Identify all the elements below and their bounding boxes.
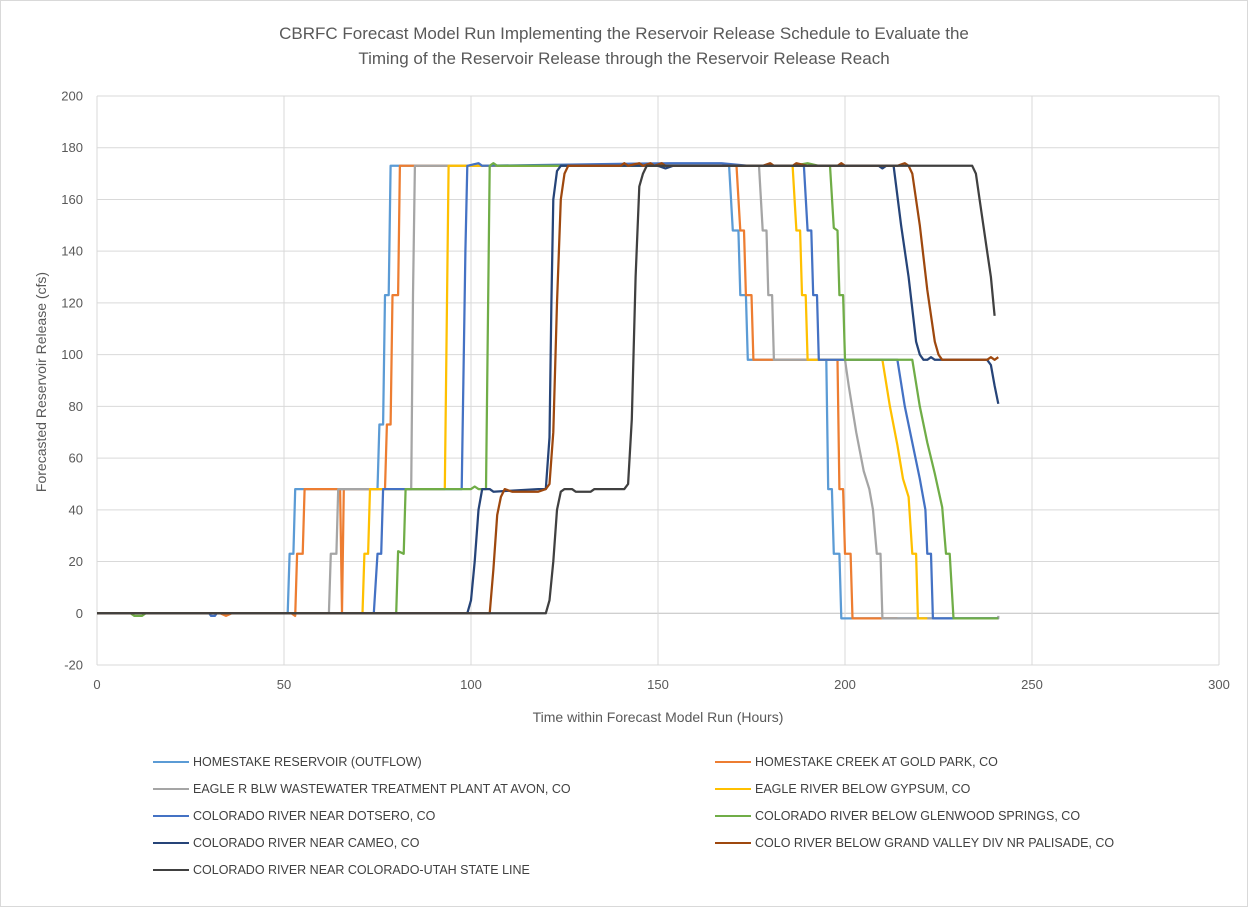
legend-item: HOMESTAKE RESERVOIR (OUTFLOW): [153, 753, 422, 771]
legend-item: COLORADO RIVER NEAR DOTSERO, CO: [153, 807, 435, 825]
y-tick-label: -20: [64, 658, 83, 673]
series-line-1: [97, 164, 999, 620]
chart-title-line-1: CBRFC Forecast Model Run Implementing th…: [279, 24, 969, 43]
series-line-5: [97, 162, 999, 620]
x-tick-label: 200: [834, 677, 856, 692]
chart-title-line-2: Timing of the Reservoir Release through …: [358, 49, 890, 68]
legend-label: COLORADO RIVER NEAR COLORADO-UTAH STATE …: [193, 863, 530, 877]
legend-item: COLORADO RIVER NEAR CAMEO, CO: [153, 834, 419, 852]
legend-item: COLORADO RIVER NEAR COLORADO-UTAH STATE …: [153, 861, 530, 879]
series-line-6: [97, 162, 999, 620]
y-tick-label: 160: [61, 192, 83, 207]
legend-item: EAGLE R BLW WASTEWATER TREATMENT PLANT A…: [153, 780, 571, 798]
series-line-3: [97, 164, 1000, 620]
legend-item: HOMESTAKE CREEK AT GOLD PARK, CO: [715, 753, 998, 771]
legend-item: COLORADO RIVER BELOW GLENWOOD SPRINGS, C…: [715, 807, 1080, 825]
x-tick-label: 100: [460, 677, 482, 692]
legend-swatch: [153, 869, 189, 871]
legend-item: EAGLE RIVER BELOW GYPSUM, CO: [715, 780, 970, 798]
y-tick-label: 40: [69, 502, 83, 517]
legend-swatch: [153, 842, 189, 844]
series-line-4: [97, 164, 928, 620]
legend-swatch: [153, 788, 189, 790]
legend-label: COLORADO RIVER BELOW GLENWOOD SPRINGS, C…: [755, 809, 1081, 823]
legend-swatch: [153, 815, 189, 817]
y-tick-label: 20: [69, 554, 83, 569]
legend-swatch: [715, 842, 751, 844]
x-tick-label: 150: [647, 677, 669, 692]
legend-swatch: [153, 761, 189, 763]
legend-item: COLO RIVER BELOW GRAND VALLEY DIV NR PAL…: [715, 834, 1114, 852]
y-tick-label: 60: [69, 451, 83, 466]
legend-label: COLORADO RIVER NEAR DOTSERO, CO: [193, 809, 436, 823]
series-line-9: [97, 164, 996, 615]
y-tick-label: 180: [61, 140, 83, 155]
legend-swatch: [715, 815, 751, 817]
y-tick-label: 200: [61, 89, 83, 104]
x-tick-label: 250: [1021, 677, 1043, 692]
x-tick-label: 50: [277, 677, 291, 692]
series-line-7: [97, 164, 1000, 615]
y-tick-label: 80: [69, 399, 83, 414]
x-axis-title: Time within Forecast Model Run (Hours): [533, 709, 784, 725]
legend-label: HOMESTAKE RESERVOIR (OUTFLOW): [193, 755, 422, 769]
x-tick-label: 0: [93, 677, 100, 692]
legend-swatch: [715, 761, 751, 763]
y-tick-label: 120: [61, 295, 83, 310]
y-axis-title: Forecasted Reservoir Release (cfs): [33, 272, 49, 492]
series-line-2: [97, 164, 898, 620]
legend-label: EAGLE RIVER BELOW GYPSUM, CO: [755, 782, 971, 796]
legend-swatch: [715, 788, 751, 790]
y-tick-label: 100: [61, 347, 83, 362]
legend-label: COLO RIVER BELOW GRAND VALLEY DIV NR PAL…: [755, 836, 1115, 850]
x-tick-label: 300: [1208, 677, 1230, 692]
series-line-8: [97, 162, 999, 615]
legend-label: EAGLE R BLW WASTEWATER TREATMENT PLANT A…: [193, 782, 571, 796]
legend-label: HOMESTAKE CREEK AT GOLD PARK, CO: [755, 755, 998, 769]
y-tick-label: 140: [61, 244, 83, 259]
legend-label: COLORADO RIVER NEAR CAMEO, CO: [193, 836, 420, 850]
y-tick-label: 0: [76, 606, 83, 621]
